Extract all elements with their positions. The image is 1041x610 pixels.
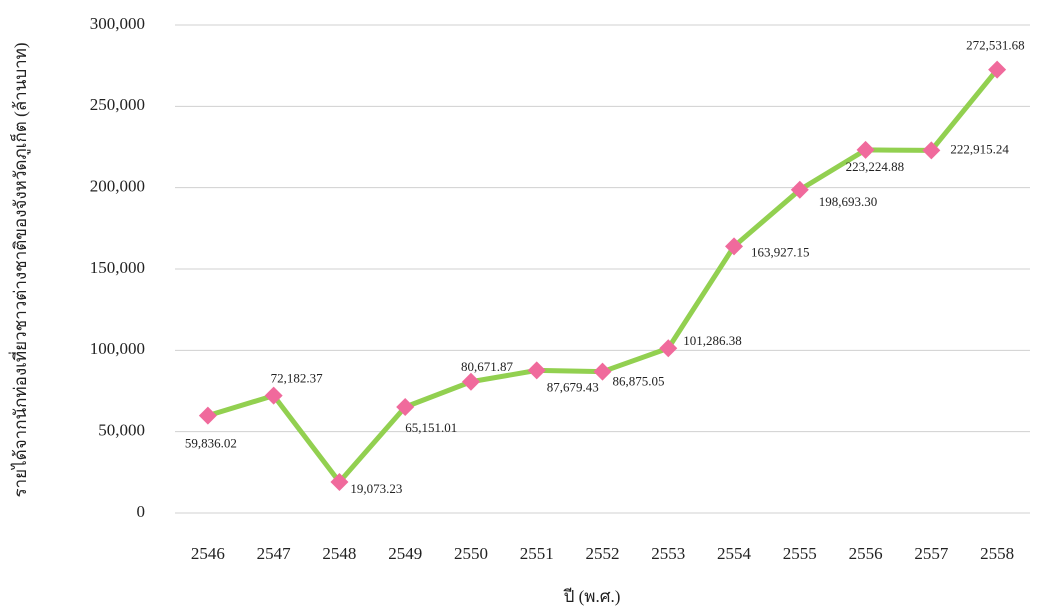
x-tick-label: 2550 — [454, 544, 488, 563]
y-tick-label: 300,000 — [90, 14, 145, 33]
x-tick-label: 2552 — [586, 544, 620, 563]
x-tick-label: 2546 — [191, 544, 225, 563]
data-label: 272,531.68 — [966, 38, 1025, 53]
x-tick-label: 2548 — [322, 544, 356, 563]
x-tick-label: 2555 — [783, 544, 817, 563]
y-tick-label: 200,000 — [90, 177, 145, 196]
marker — [790, 180, 809, 199]
data-label: 163,927.15 — [751, 244, 810, 259]
data-label: 80,671.87 — [461, 359, 514, 374]
marker — [856, 140, 875, 159]
data-label: 87,679.43 — [547, 379, 599, 394]
x-tick-label: 2549 — [388, 544, 422, 563]
data-label: 65,151.01 — [405, 420, 457, 435]
data-label: 86,875.05 — [613, 374, 665, 389]
line — [207, 68, 1000, 485]
x-axis-label: ปี (พ.ศ.) — [563, 587, 621, 606]
data-label: 223,224.88 — [846, 159, 905, 174]
x-tick-label: 2553 — [651, 544, 685, 563]
x-tick-label: 2547 — [257, 544, 292, 563]
marker — [922, 141, 941, 160]
x-tick-label: 2556 — [849, 544, 883, 563]
data-label: 101,286.38 — [683, 333, 742, 348]
data-label: 222,915.24 — [950, 141, 1009, 156]
marker — [330, 472, 349, 491]
marker — [461, 372, 480, 391]
marker — [396, 398, 415, 417]
marker — [659, 339, 678, 358]
marker — [527, 361, 546, 380]
x-tick-label: 2557 — [914, 544, 949, 563]
y-tick-label: 0 — [137, 502, 146, 521]
data-label: 72,182.37 — [271, 371, 324, 386]
data-label: 19,073.23 — [350, 481, 402, 496]
y-tick-label: 150,000 — [90, 258, 145, 277]
marker — [264, 386, 283, 405]
marker — [593, 362, 612, 381]
y-tick-label: 250,000 — [90, 95, 145, 114]
marker — [725, 237, 744, 256]
y-axis-label: รายได้จากนักท่องเที่ยวชาวต่างชาติของจังห… — [8, 42, 31, 497]
y-tick-label: 50,000 — [98, 421, 145, 440]
marker — [988, 60, 1007, 79]
x-tick-label: 2554 — [717, 544, 752, 563]
marker — [198, 406, 217, 425]
x-tick-label: 2551 — [520, 544, 554, 563]
data-label: 59,836.02 — [185, 436, 237, 451]
data-label: 198,693.30 — [819, 194, 878, 209]
y-tick-label: 100,000 — [90, 339, 145, 358]
x-tick-label: 2558 — [980, 544, 1014, 563]
